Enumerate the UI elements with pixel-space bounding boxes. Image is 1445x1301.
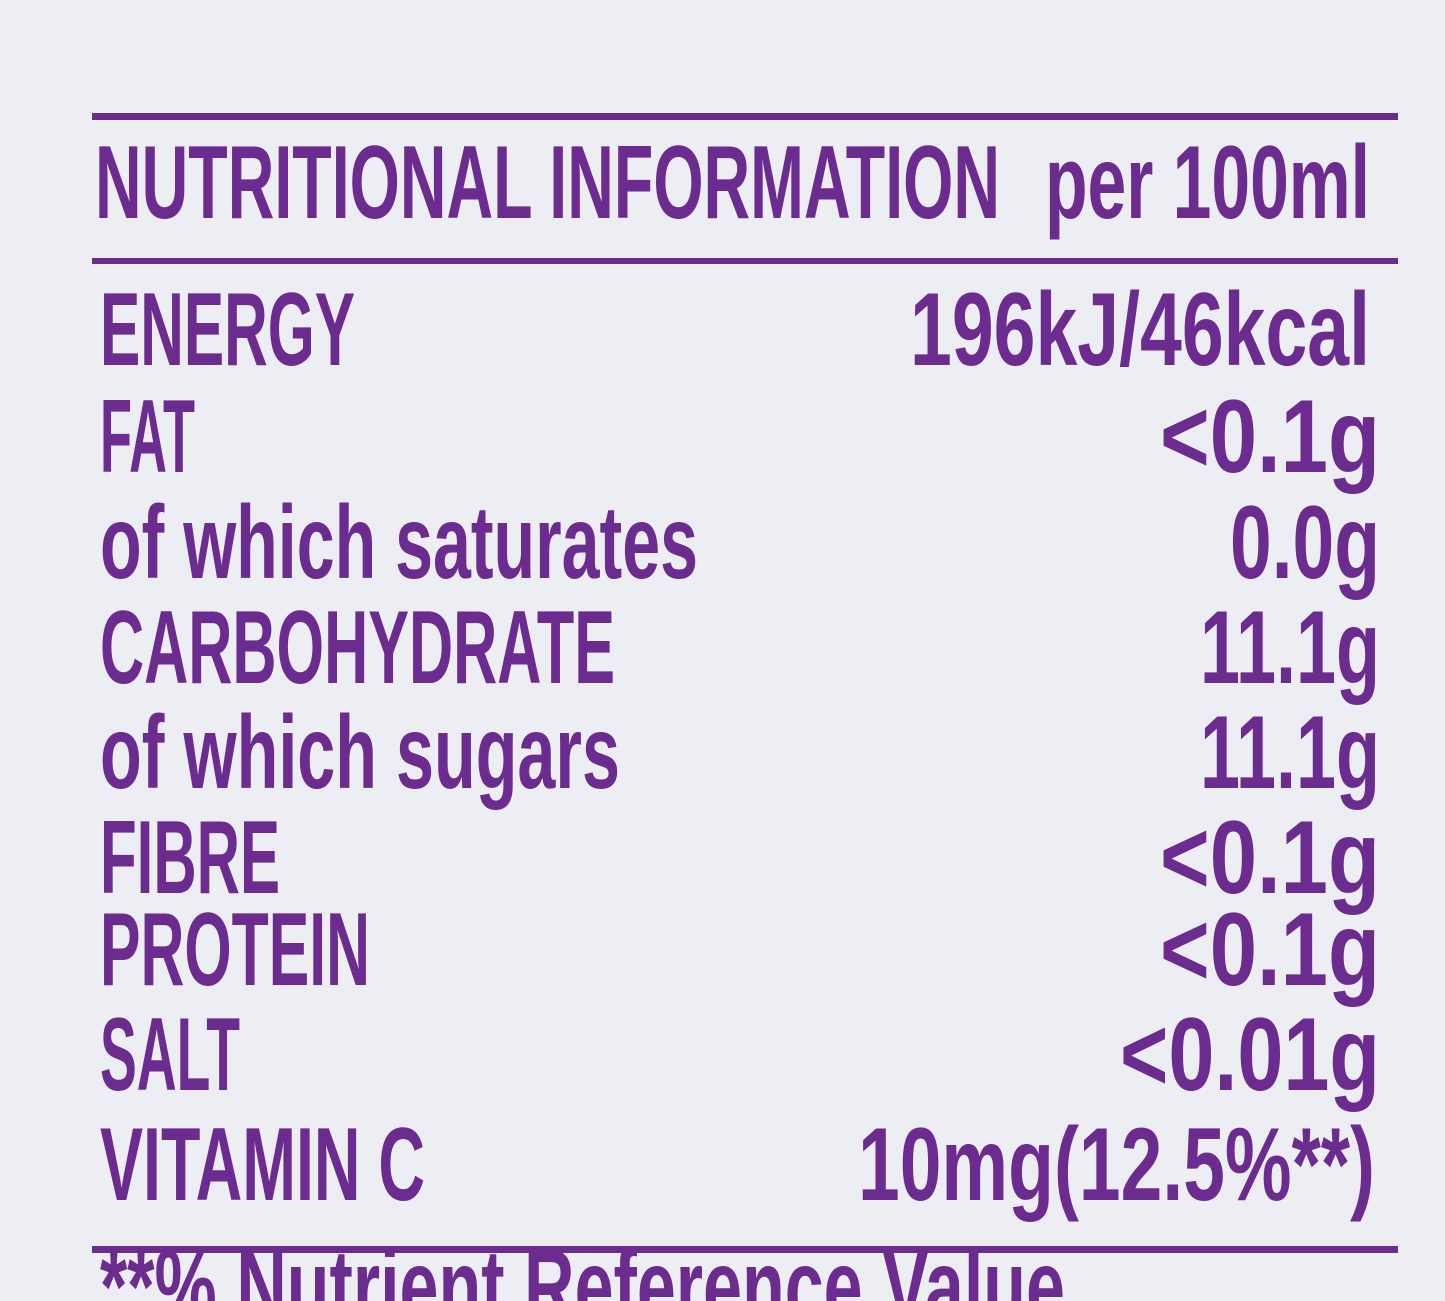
footnote: **% Nutrient Reference Value [100, 1229, 1065, 1301]
nutrient-name: of which sugars [100, 695, 620, 811]
nutrient-value: 196kJ/46kcal [910, 272, 1370, 388]
nutrient-name: SALT [100, 997, 240, 1113]
nutrient-name: VITAMIN C [100, 1107, 425, 1223]
nutrient-value: <0.1g [1160, 800, 1380, 916]
nutrient-name: ENERGY [100, 272, 355, 388]
nutrient-name: FIBRE [100, 800, 280, 916]
nutrient-name: of which saturates [100, 485, 698, 601]
table-title: NUTRITIONAL INFORMATION [95, 125, 1000, 241]
nutrient-value: <0.01g [1120, 997, 1380, 1113]
nutrient-name: FAT [100, 379, 195, 495]
nutrient-value: <0.1g [1160, 379, 1380, 495]
header-rule [92, 258, 1398, 264]
nutrient-name: CARBOHYDRATE [100, 590, 615, 706]
nutrient-value: <0.1g [1160, 892, 1380, 1008]
nutrient-value: 11.1g [1200, 590, 1380, 706]
bottom-rule [92, 1246, 1398, 1253]
top-rule [92, 113, 1398, 120]
nutrient-value: 10mg(12.5%**) [858, 1107, 1375, 1223]
nutrient-value: 11.1g [1200, 695, 1380, 811]
table-unit: per 100ml [1045, 125, 1370, 241]
nutrient-name: PROTEIN [100, 892, 370, 1008]
nutrient-value: 0.0g [1230, 485, 1380, 601]
